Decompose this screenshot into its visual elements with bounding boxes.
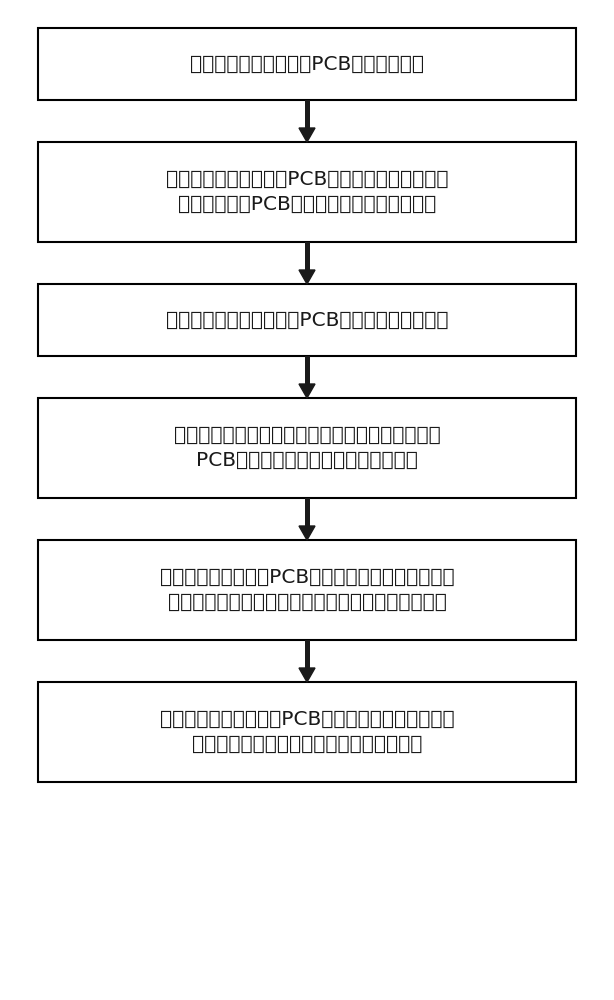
Bar [38,540,576,640]
Polygon shape [299,526,315,540]
Bar [305,242,309,270]
Bar [305,498,309,526]
Text: 图像预处理单元对待测PCB裸板扫描图像进行预处
理，得到待测PCB裸板扫描图像的黑白子图像: 图像预处理单元对待测PCB裸板扫描图像进行预处 理，得到待测PCB裸板扫描图像的… [166,170,448,214]
Bar [38,28,576,100]
Bar [38,682,576,782]
Bar [38,142,576,242]
Text: 计算误差单元根据待测PCB裸板扫描图像的黑白子图
像中的所有盲孔的坐标及半径计算盲孔误差: 计算误差单元根据待测PCB裸板扫描图像的黑白子图 像中的所有盲孔的坐标及半径计算… [160,710,454,754]
Text: 盲孔检测单元对待测PCB裸板扫描图像的黑白子图像
中的所有盲孔进行检测，得到所有盲孔的坐标及半径: 盲孔检测单元对待测PCB裸板扫描图像的黑白子图像 中的所有盲孔进行检测，得到所有… [160,568,454,612]
Polygon shape [299,270,315,284]
Text: 文件预处理单元读取标准PCB裸板的设计文件信息: 文件预处理单元读取标准PCB裸板的设计文件信息 [166,310,448,330]
Text: 图像采集单元采集待测PCB裸板扫描图像: 图像采集单元采集待测PCB裸板扫描图像 [190,54,424,74]
Polygon shape [299,128,315,142]
Text: 参数读取单元读取扫描仪的分辨率和已输入的待测
PCB裸板扫描图像盲孔的误差计算方式: 参数读取单元读取扫描仪的分辨率和已输入的待测 PCB裸板扫描图像盲孔的误差计算方… [174,426,440,470]
Bar [305,100,309,128]
Bar [305,640,309,668]
Polygon shape [299,668,315,682]
Bar [305,356,309,384]
Bar [38,398,576,498]
Polygon shape [299,384,315,398]
Bar [38,284,576,356]
